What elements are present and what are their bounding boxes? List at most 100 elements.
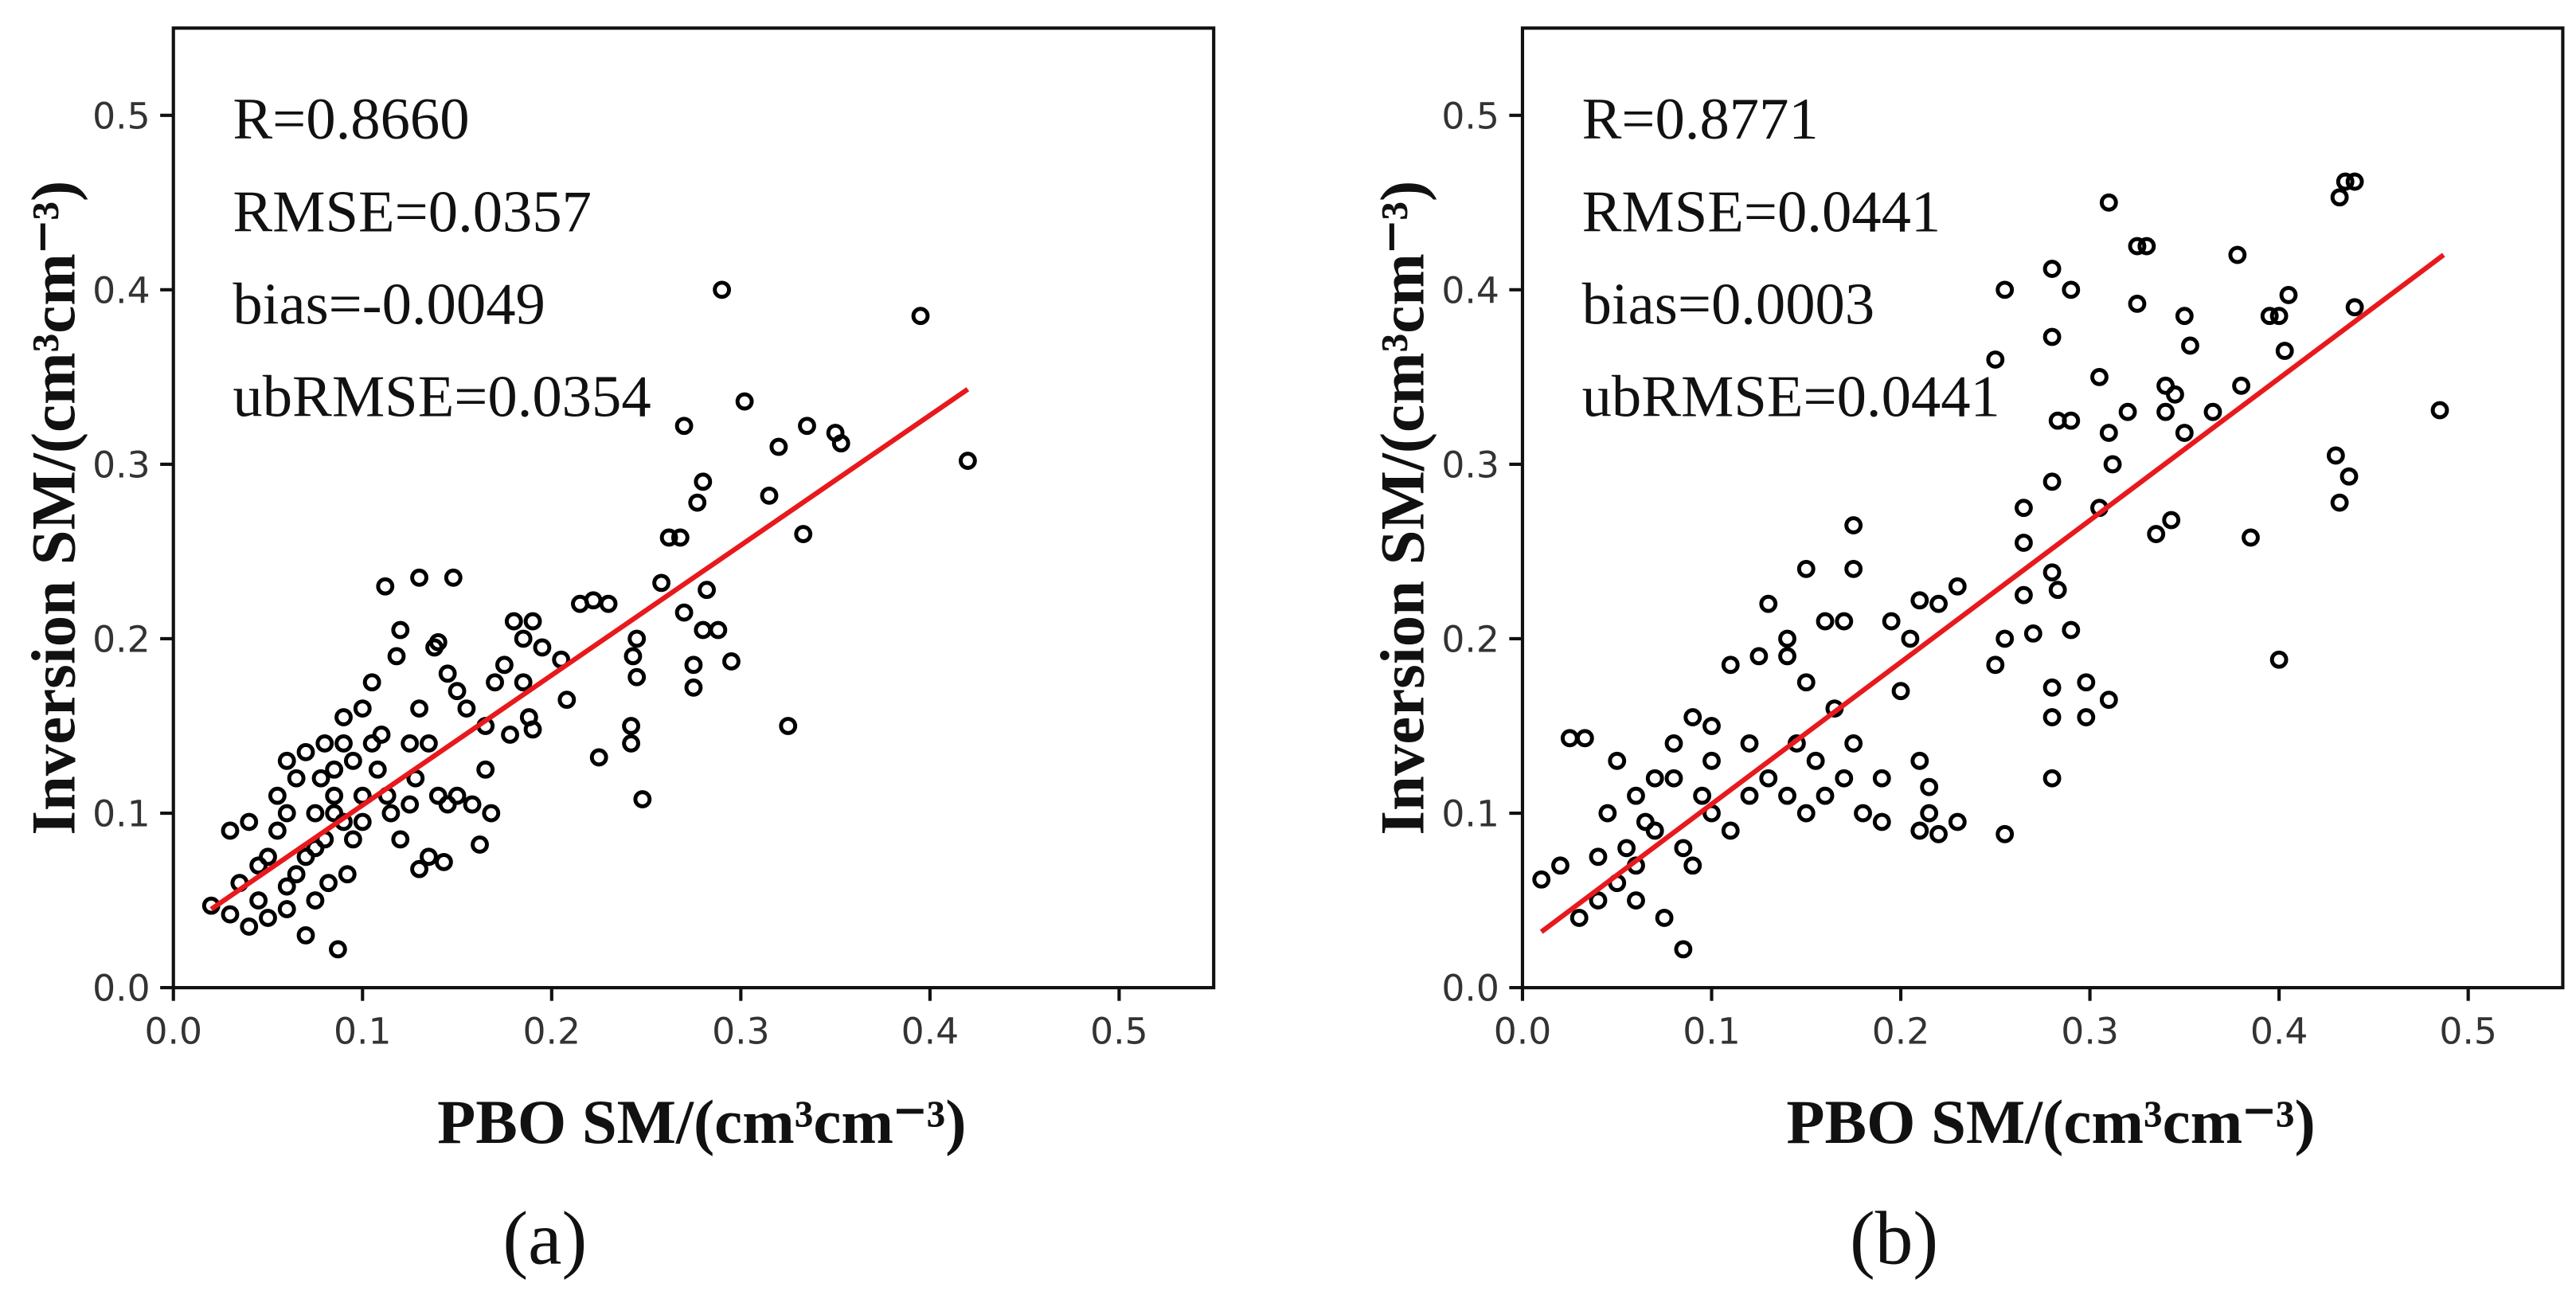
scatter-point [1702,751,1721,770]
scatter-point [277,751,296,770]
scatter-point [798,417,816,436]
scatter-point [2275,342,2294,360]
scatter-point [306,839,325,858]
x-axis-label: PBO SM/(cm³cm⁻³) [1786,1088,2315,1157]
scatter-point [315,734,334,753]
y-axis-label: Inversion SM/(cm³cm⁻³) [19,181,88,835]
scatter-point [410,699,428,718]
scatter-point [2269,650,2289,669]
scatter-point [495,655,514,675]
scatter-point [448,682,467,701]
y-tick-label: 0.0 [1441,968,1499,1010]
scatter-point [684,678,703,697]
scatter-point [1910,751,1929,770]
scatter-point [476,760,495,779]
scatter-point [622,717,640,735]
y-tick-label: 0.1 [1441,793,1499,835]
scatter-point [659,528,678,547]
scatter-point [2128,294,2147,313]
scatter-point [391,620,410,640]
scatter-point [1920,777,1939,796]
scatter-point [1816,786,1835,805]
scatter-point [760,486,779,505]
scatter-point [1560,729,1579,748]
scatter-point [325,760,344,779]
scatter-point [694,472,713,491]
stat-annotation: ubRMSE=0.0354 [233,364,651,430]
scatter-point [1996,629,2015,648]
scatter-point [259,847,277,867]
stat-annotation: R=0.8771 [1582,86,1819,152]
scatter-point [319,874,338,893]
scatter-point [2090,367,2109,386]
scatter-point [694,620,713,640]
y-tick-label: 0.2 [92,619,150,661]
panel: 0.0 0.1 0.2 0.3 0.4 0.5 0.0 0.1 0.2 0.3 0.4 0.5 PBO … [19,26,1216,1280]
y-axis-label: Inversion SM/(cm³cm⁻³) [1369,181,1438,835]
scatter-point [1532,870,1551,889]
scatter-point [722,652,741,671]
scatter-point [2042,472,2062,491]
scatter-point [1627,891,1645,910]
y-tick-label: 0.3 [1441,444,1499,487]
scatter-point [2232,376,2251,395]
y-tick-label: 0.5 [1441,95,1499,137]
scatter-point [1664,734,1683,753]
scatter-point [1702,717,1721,735]
scatter-point [2345,298,2364,317]
scatter-point [1636,812,1655,831]
y-tick-label: 0.4 [92,269,150,311]
scatter-point [1844,559,1863,578]
scatter-point [501,726,519,744]
stat-annotation: bias=0.0003 [1582,271,1875,337]
scatter-point [1759,769,1778,788]
fit-line [209,387,970,912]
x-tick-label: 0.3 [2061,1011,2119,1053]
scatter-point [735,392,754,411]
scatter-point [287,769,306,788]
scatter-point [240,812,259,831]
scatter-point [2326,446,2345,465]
scatter-point [471,835,489,854]
scatter-point [482,804,501,823]
panel-label: (a) [502,1195,587,1280]
scatter-point [240,918,259,936]
scatter-point [1835,612,1854,631]
scatter-point [1778,647,1796,666]
scatter-point [1740,734,1759,753]
scatter-point [410,568,428,587]
plot-frame [1520,26,2565,990]
scatter-point [2156,402,2175,421]
scatter-point [376,577,395,596]
scatter-point [268,821,287,840]
scatter-point [1796,559,1816,578]
scatter-point [2062,411,2081,430]
scatter-point [362,673,381,692]
scatter-point [2175,307,2194,326]
scatter-point [1778,629,1796,648]
scatter-point [420,734,438,753]
scatter-point [2175,424,2194,442]
scatter-point [1674,940,1693,959]
scatter-point [296,742,315,761]
scatter-point [571,594,589,613]
scatter-point [688,493,707,512]
scatter-point [1996,824,2015,843]
x-tick-label: 0.5 [2439,1011,2497,1053]
y-tick-label: 0.0 [92,968,150,1010]
scatter-point [2015,534,2033,552]
scatter-point [514,629,533,648]
scatter-point [2242,528,2260,547]
scatter-point [353,812,372,831]
scatter-point [2042,769,2062,788]
scatter-point [1920,804,1939,823]
scatter-point [1759,594,1778,613]
scatter-point [2015,585,2033,605]
scatter-point [2181,336,2199,355]
scatter-point [2228,245,2247,264]
scatter-point [2062,620,2081,640]
scatter-point [523,720,542,739]
scatter-point [1645,769,1664,788]
scatter-point [2048,581,2067,600]
